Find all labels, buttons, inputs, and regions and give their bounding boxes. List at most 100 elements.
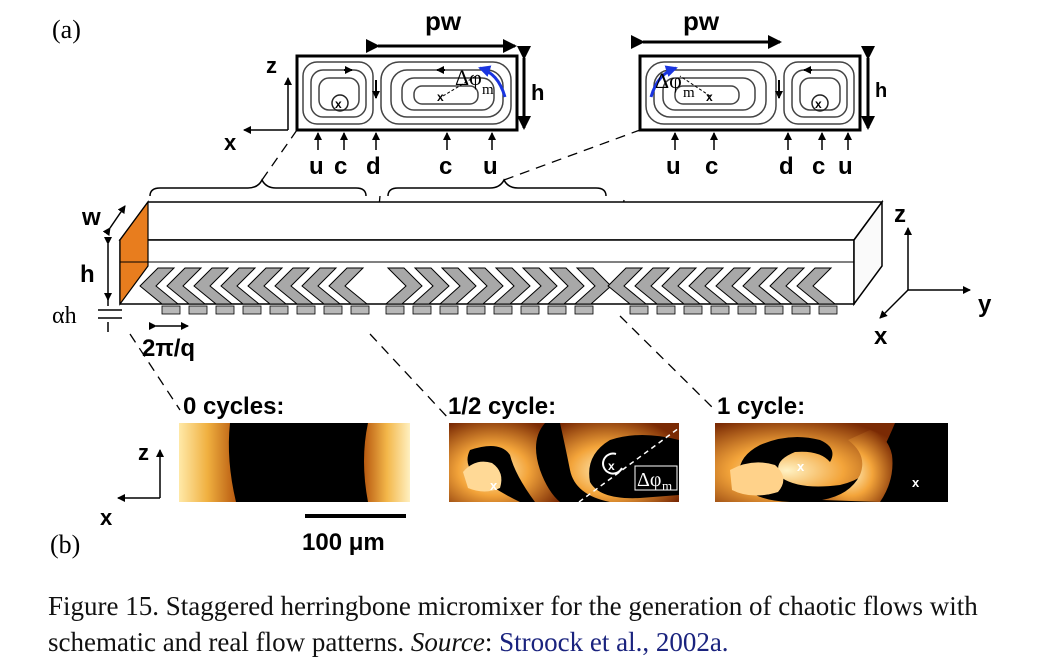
left-dphi-label: Δφ: [455, 65, 482, 90]
image-axis-x: x: [100, 505, 113, 530]
left-dphi-sub: m: [482, 82, 494, 98]
svg-text:x: x: [608, 459, 615, 473]
groove: [796, 267, 837, 305]
channel-h-label: h: [80, 261, 95, 288]
groove-foot: [656, 305, 676, 315]
right-pw-label: pw: [683, 6, 720, 36]
groove: [438, 267, 477, 305]
right-marker-c1: c: [705, 153, 718, 180]
caption-source-sep: :: [484, 627, 500, 657]
right-marker-d: d: [779, 153, 794, 180]
left-xz-axes: [243, 77, 292, 134]
channel-alpha-h-marks: [98, 296, 122, 332]
left-h-label: h: [531, 80, 544, 105]
groove: [166, 267, 207, 305]
image-label-0: 0 cycles:: [183, 393, 284, 420]
svg-text:x: x: [335, 97, 342, 111]
svg-text:x: x: [797, 459, 805, 474]
groove-foot: [323, 305, 343, 315]
image-1-cycle: x x: [715, 423, 948, 502]
left-marker-c2: c: [439, 153, 452, 180]
right-dphi-sub: m: [683, 85, 695, 101]
groove: [573, 267, 612, 305]
figure-caption: Figure 15. Staggered herringbone micromi…: [48, 588, 1038, 660]
caption-source-label: Source: [410, 627, 485, 657]
right-dphi-label: Δφ: [655, 68, 682, 93]
groove: [465, 267, 504, 305]
channel-period-label: 2π/q: [142, 335, 195, 362]
groove-foot: [188, 305, 208, 315]
panel-b-label: (b): [50, 530, 80, 559]
groove-foot: [683, 305, 703, 315]
image-label-half: 1/2 cycle:: [448, 393, 556, 420]
scale-bar-label: 100 μm: [302, 529, 385, 556]
groove: [688, 267, 729, 305]
groove: [411, 267, 450, 305]
groove: [193, 267, 234, 305]
channel-axis-y: y: [978, 291, 992, 318]
cross-section-right: x x Δφ m: [638, 54, 862, 132]
caption-source-link[interactable]: Stroock et al., 2002a.: [499, 627, 729, 657]
channel-axis-z: z: [894, 201, 906, 228]
right-marker-u1: u: [666, 153, 681, 180]
panel-a-label: (a): [52, 15, 81, 44]
image-dphi-label: Δφ: [637, 469, 661, 491]
groove-foot: [791, 305, 811, 315]
groove-foot: [385, 305, 405, 315]
svg-text:x: x: [706, 90, 713, 104]
groove-foot: [412, 305, 432, 315]
image-xz-axes: [117, 449, 164, 502]
channel-axis-x: x: [874, 323, 888, 350]
groove-foot: [296, 305, 316, 315]
channel-w-arrow: [102, 205, 126, 237]
right-h-label: h: [875, 80, 887, 102]
groove: [607, 267, 648, 305]
groove: [742, 267, 783, 305]
groove: [220, 267, 261, 305]
image-dphi-sub: m: [662, 478, 672, 493]
groove-foot: [242, 305, 262, 315]
groove-foot: [215, 305, 235, 315]
svg-text:x: x: [815, 97, 822, 111]
groove-foot: [574, 305, 594, 315]
channel-w-label: w: [81, 204, 101, 231]
groove-foot: [493, 305, 513, 315]
groove-foot: [764, 305, 784, 315]
groove: [301, 267, 342, 305]
groove-foot: [547, 305, 567, 315]
herringbone-grooves: [139, 267, 838, 315]
image-label-1: 1 cycle:: [717, 393, 805, 420]
groove-foot: [737, 305, 757, 315]
left-marker-c1: c: [334, 153, 347, 180]
image-half-cycle: x x Δφ m: [449, 423, 680, 503]
groove: [247, 267, 288, 305]
groove: [661, 267, 702, 305]
groove: [492, 267, 531, 305]
groove-foot: [629, 305, 649, 315]
groove-foot: [439, 305, 459, 315]
groove: [519, 267, 558, 305]
period-braces: [149, 178, 607, 197]
groove-foot: [161, 305, 181, 315]
groove-foot: [269, 305, 289, 315]
right-marker-c2: c: [812, 153, 825, 180]
right-marker-arrows: [671, 132, 852, 150]
groove: [634, 267, 675, 305]
groove: [546, 267, 585, 305]
channel-xyz-axes: [879, 227, 971, 319]
groove-foot: [710, 305, 730, 315]
left-marker-u1: u: [309, 153, 324, 180]
groove: [139, 267, 180, 305]
groove: [384, 267, 423, 305]
left-axis-z: z: [266, 53, 277, 78]
groove: [274, 267, 315, 305]
svg-text:x: x: [490, 478, 498, 493]
caption-text: Figure 15. Staggered herringbone micromi…: [48, 591, 978, 657]
groove: [769, 267, 810, 305]
image-0-cycles: [179, 423, 410, 502]
groove: [328, 267, 369, 305]
cross-section-left: x x Δφ m: [295, 54, 519, 132]
svg-text:x: x: [437, 90, 444, 104]
left-marker-u2: u: [483, 153, 498, 180]
